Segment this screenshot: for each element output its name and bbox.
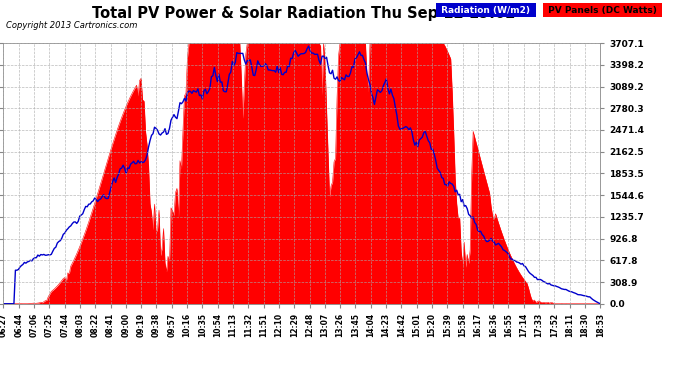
Text: Radiation (W/m2): Radiation (W/m2) — [438, 6, 533, 15]
Text: Total PV Power & Solar Radiation Thu Sep 12 19:02: Total PV Power & Solar Radiation Thu Sep… — [92, 6, 515, 21]
Text: Copyright 2013 Cartronics.com: Copyright 2013 Cartronics.com — [6, 21, 137, 30]
Text: PV Panels (DC Watts): PV Panels (DC Watts) — [545, 6, 660, 15]
